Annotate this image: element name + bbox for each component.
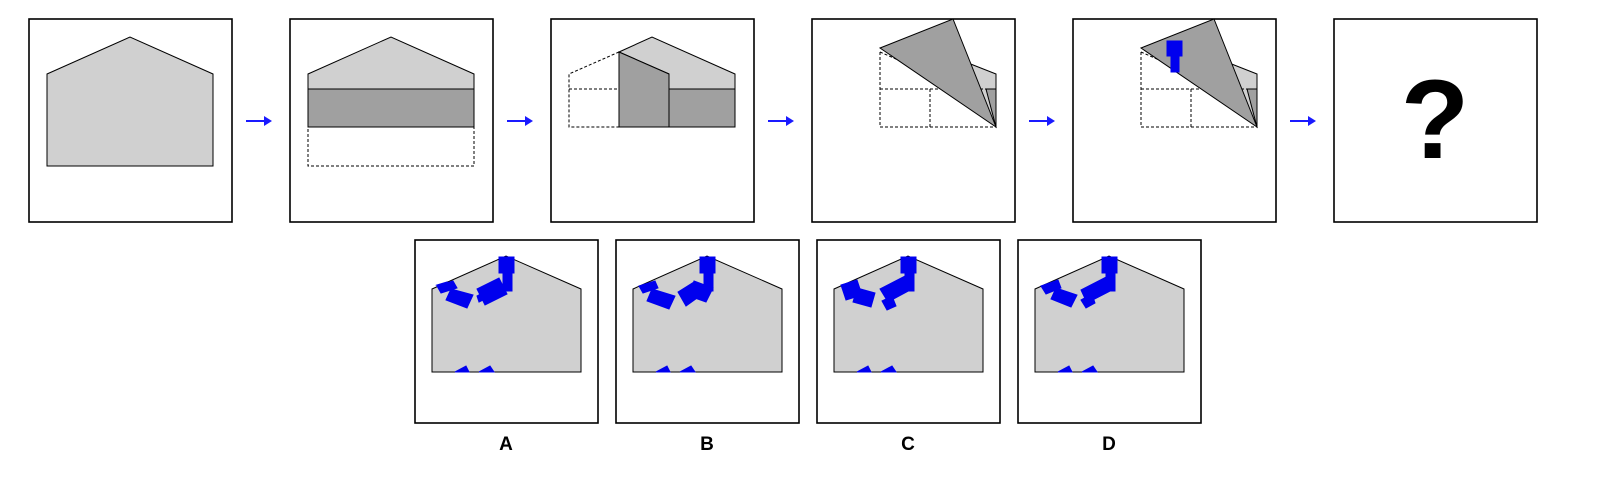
option-b[interactable]: B <box>615 239 800 455</box>
step-5-original-outline <box>1140 52 1257 128</box>
step-4-original-outline <box>879 52 996 128</box>
punch-hole-shape <box>1166 40 1183 73</box>
arrow-2 <box>507 116 533 126</box>
option-d[interactable]: D <box>1017 239 1202 455</box>
arrow-5 <box>1290 116 1316 126</box>
step-1-panel <box>28 18 233 223</box>
option-c-holes <box>840 256 917 373</box>
arrow-4 <box>1029 116 1055 126</box>
step-5-panel <box>1072 18 1277 223</box>
option-d-label: D <box>1102 434 1116 455</box>
question-frame <box>1333 18 1538 223</box>
step-3-folded-flap <box>618 51 670 128</box>
option-a-label: A <box>499 434 513 455</box>
arrow-1 <box>246 116 272 126</box>
option-b-holes <box>638 256 716 373</box>
arrow-3 <box>768 116 794 126</box>
step-1-paper <box>46 36 214 167</box>
option-a-paper <box>431 255 582 373</box>
step-2-folded-strip <box>307 88 475 128</box>
option-c[interactable]: C <box>816 239 1001 455</box>
step-4-strip-visible <box>985 88 997 128</box>
option-a-holes <box>435 256 515 373</box>
option-c-label: C <box>901 434 915 455</box>
option-d-holes <box>1040 256 1118 373</box>
option-b-paper <box>632 255 783 373</box>
step-2-panel <box>289 18 494 223</box>
step-4-panel <box>811 18 1016 223</box>
step-3-bottom-strip <box>668 88 736 128</box>
step-2-paper-top <box>307 36 475 90</box>
step-3-original-outline <box>568 51 620 128</box>
question-mark: ? <box>1401 57 1469 182</box>
step-4-folded-triangle <box>878 18 998 129</box>
option-a[interactable]: A <box>414 239 599 455</box>
step-3-panel <box>550 18 755 223</box>
option-d-paper <box>1034 255 1185 373</box>
option-b-label: B <box>700 434 714 455</box>
question-panel: ? <box>1333 18 1538 223</box>
option-c-paper <box>833 255 984 373</box>
step-5-strip-visible <box>1246 88 1258 128</box>
step-2-original-outline <box>307 126 475 167</box>
